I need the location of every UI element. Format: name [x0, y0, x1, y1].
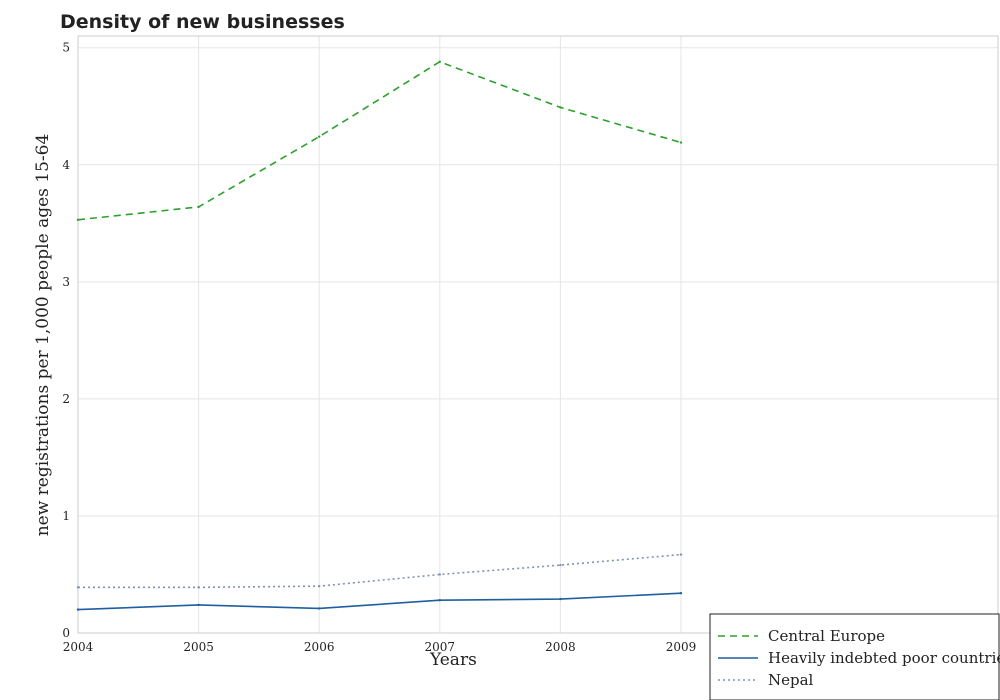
data-point [318, 607, 321, 610]
y-tick-label: 3 [62, 275, 70, 289]
legend: Central Europe Heavily indebted poor coun… [709, 613, 1000, 700]
x-tick-label: 2006 [304, 640, 335, 654]
y-axis-label: new registrations per 1,000 people ages … [33, 134, 53, 537]
data-point [438, 573, 441, 576]
series-line [77, 592, 682, 611]
y-tick-label: 1 [62, 509, 70, 523]
data-point [197, 603, 200, 607]
chart-title: Density of new businesses [60, 11, 345, 33]
data-point [679, 592, 683, 595]
data-point [559, 597, 562, 601]
x-tick-label: 2009 [666, 640, 697, 654]
y-tick-label: 5 [62, 41, 70, 55]
y-tick-label: 4 [62, 158, 70, 172]
data-point [76, 608, 80, 611]
y-tick-label: 2 [62, 392, 70, 406]
data-point [438, 60, 441, 63]
legend-box [709, 613, 1000, 700]
data-point [559, 106, 562, 109]
data-point [438, 599, 441, 602]
y-tick-label: 0 [62, 626, 70, 640]
legend-label: Nepal [768, 671, 814, 689]
series-lines [76, 60, 683, 611]
x-tick-label: 2008 [545, 640, 576, 654]
series-line [77, 60, 682, 221]
data-point [679, 553, 683, 556]
x-axis-label: Years [429, 650, 477, 670]
data-point [559, 563, 562, 567]
data-point [76, 586, 80, 589]
data-point [76, 218, 80, 221]
data-point [197, 586, 200, 589]
series-line [78, 553, 682, 589]
data-point [679, 141, 683, 144]
plot-frame [77, 35, 999, 634]
legend-label: Heavily indebted poor countries [768, 649, 1000, 667]
x-tick-labels: 2004 2005 2006 2007 2008 2009 [63, 640, 697, 654]
legend-label: Central Europe [768, 627, 885, 645]
grid-lines [77, 36, 998, 634]
data-point [318, 584, 321, 588]
data-point [197, 205, 200, 209]
x-tick-label: 2007 [425, 640, 456, 654]
data-point [318, 135, 321, 138]
x-tick-label: 2004 [63, 640, 94, 654]
x-tick-label: 2005 [183, 640, 214, 654]
y-tick-labels: 0 1 2 3 4 5 [62, 41, 70, 640]
